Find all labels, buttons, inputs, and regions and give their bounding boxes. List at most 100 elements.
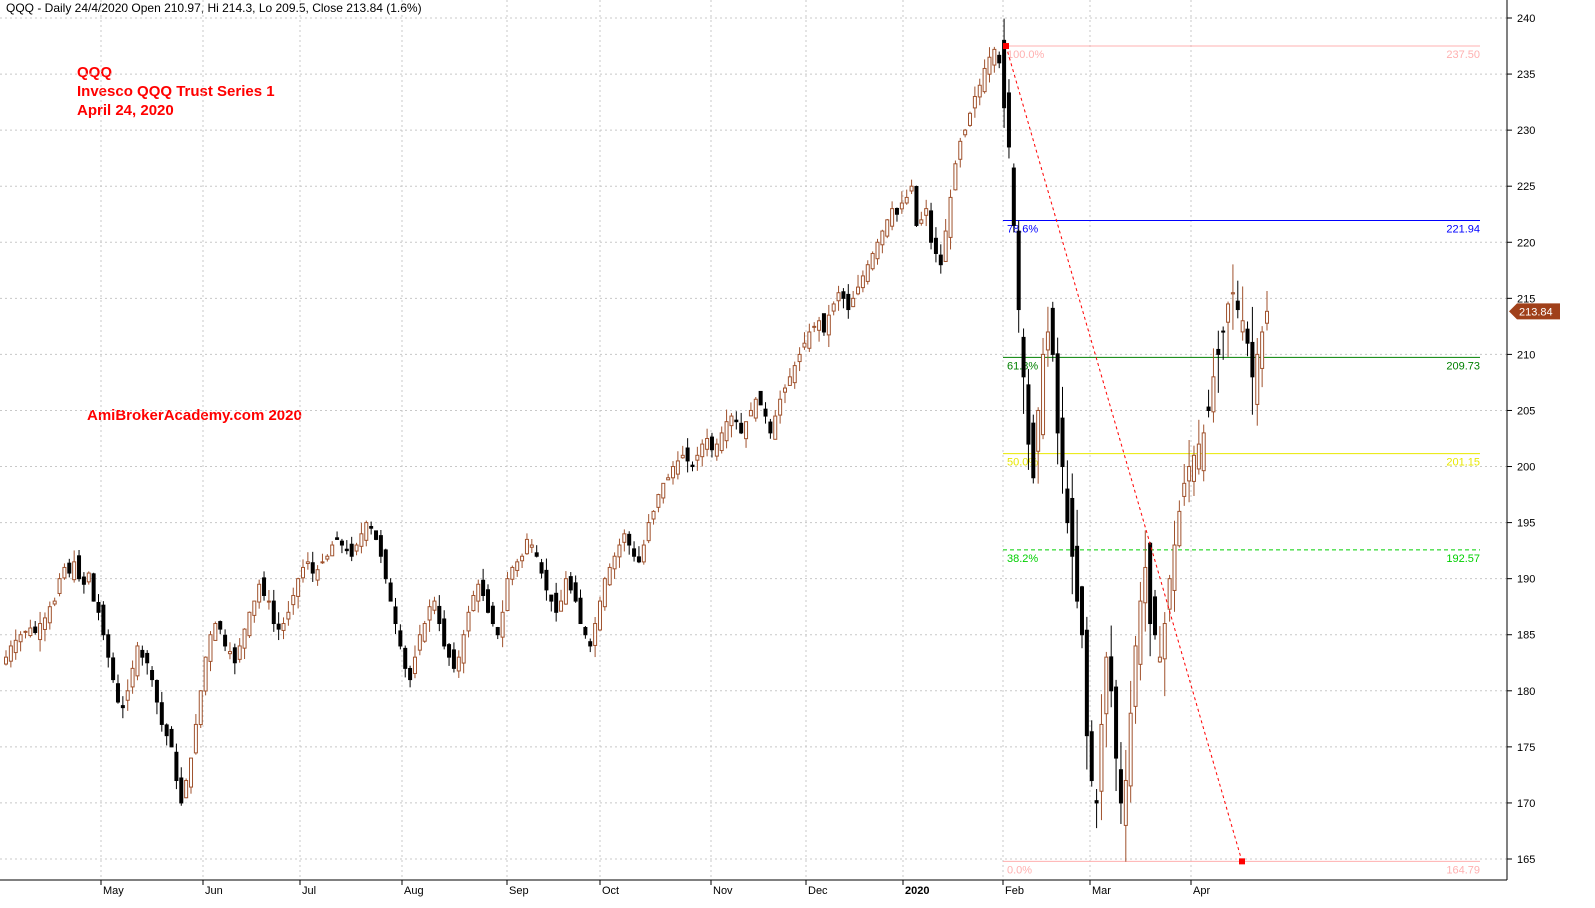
- candle-body: [875, 241, 880, 260]
- candle-body: [563, 578, 568, 605]
- candle-body: [81, 576, 86, 585]
- candle-body: [846, 293, 851, 311]
- price-tag-shape: [1509, 303, 1560, 320]
- candle-body: [1157, 656, 1162, 663]
- candle-body: [997, 54, 1002, 64]
- candle-body: [1167, 578, 1172, 610]
- candle-body: [388, 582, 393, 602]
- y-tick-label: 185: [1517, 630, 1535, 642]
- candle-body: [198, 690, 203, 726]
- x-tick-label: Aug: [404, 885, 424, 897]
- security-name-label: Invesco QQQ Trust Series 1: [77, 83, 275, 100]
- y-tick-label: 225: [1517, 181, 1535, 193]
- candle-body: [262, 577, 267, 596]
- candle-body: [111, 657, 116, 681]
- candle-body: [369, 526, 374, 529]
- candle-body: [466, 611, 471, 632]
- x-tick-label: 2020: [905, 885, 929, 897]
- candle-body: [666, 477, 671, 481]
- candle-body: [768, 421, 773, 434]
- candle-body: [296, 578, 301, 597]
- y-tick-label: 195: [1517, 518, 1535, 530]
- candle-body: [1016, 230, 1021, 311]
- candle-body: [349, 543, 354, 557]
- candle-body: [870, 252, 875, 270]
- candle-body: [1265, 310, 1269, 324]
- fib-value-label: 164.79: [1446, 864, 1480, 876]
- candle-body: [520, 555, 525, 562]
- candle-body: [1235, 300, 1240, 311]
- candle-body: [1172, 544, 1177, 591]
- candle-body: [894, 207, 899, 215]
- y-tick-label: 235: [1517, 69, 1535, 81]
- candle-body: [1099, 723, 1104, 792]
- candle-body: [281, 623, 286, 631]
- candle-body: [1245, 328, 1250, 344]
- fib-value-label: 237.50: [1446, 49, 1480, 61]
- candle-body: [140, 649, 145, 658]
- candle-body: [223, 634, 228, 647]
- x-tick-label: Mar: [1092, 885, 1111, 897]
- candle-body: [145, 652, 150, 664]
- candle-body: [714, 443, 719, 457]
- y-tick-label: 165: [1517, 854, 1535, 866]
- candle-body: [490, 605, 495, 625]
- candle-body: [641, 544, 646, 563]
- y-tick-label: 230: [1517, 125, 1535, 137]
- candle-body: [583, 627, 588, 636]
- candle-body: [276, 623, 281, 630]
- fib-value-label: 221.94: [1446, 224, 1480, 236]
- y-axis: 165 170 175 180 185 190 195 200 205 210 215 220 225 2…: [1506, 0, 1535, 880]
- candle-body: [57, 578, 62, 594]
- candle-body: [929, 210, 934, 243]
- candle-body: [1216, 348, 1221, 355]
- fib-percent-label: 78.6%: [1007, 224, 1038, 236]
- candle-body: [383, 549, 388, 580]
- trend-line: [1003, 43, 1245, 865]
- candle-body: [968, 112, 973, 126]
- trend-handle-start: [1003, 43, 1009, 50]
- candle-body: [792, 365, 797, 384]
- candle-body: [320, 561, 325, 564]
- candle-body: [602, 578, 607, 608]
- candle-body: [1089, 731, 1094, 782]
- candle-body: [257, 583, 262, 603]
- candle-body: [364, 522, 369, 541]
- y-tick-label: 190: [1517, 574, 1535, 586]
- candle-body: [213, 623, 218, 641]
- candle-body: [1118, 769, 1123, 804]
- candle-body: [821, 313, 826, 333]
- candle-body: [354, 544, 359, 552]
- candle-body: [524, 538, 529, 555]
- price-tag-label: 213.84: [1519, 306, 1553, 318]
- fibonacci-levels: 100.0%237.5078.6%221.9461.8%209.7350.0%2…: [1003, 45, 1480, 876]
- candle-body: [203, 656, 208, 692]
- candle-body: [500, 611, 505, 638]
- candle-body: [1036, 409, 1041, 452]
- candle-body: [622, 533, 627, 543]
- candle-body: [393, 606, 398, 625]
- candle-body: [300, 566, 305, 579]
- watermark: AmiBrokerAcademy.com 2020: [87, 407, 302, 424]
- candle-body: [578, 597, 583, 625]
- candle-body: [763, 408, 768, 417]
- candle-body: [1045, 331, 1050, 351]
- candle-body: [1201, 432, 1206, 472]
- candle-body: [938, 254, 943, 266]
- candle-body: [486, 589, 491, 613]
- candle-body: [120, 705, 125, 709]
- candle-body: [1026, 384, 1031, 445]
- candle-body: [690, 464, 695, 468]
- candle-body: [797, 353, 802, 363]
- candle-body: [1153, 596, 1158, 636]
- candle-body: [841, 291, 846, 299]
- candle-body: [943, 230, 948, 262]
- candle-body: [972, 95, 977, 109]
- candle-body: [374, 530, 379, 540]
- candle-body: [359, 533, 364, 547]
- candle-body: [159, 702, 164, 725]
- candle-body: [398, 630, 403, 647]
- candle-body: [1006, 92, 1011, 148]
- candle-body: [719, 432, 724, 452]
